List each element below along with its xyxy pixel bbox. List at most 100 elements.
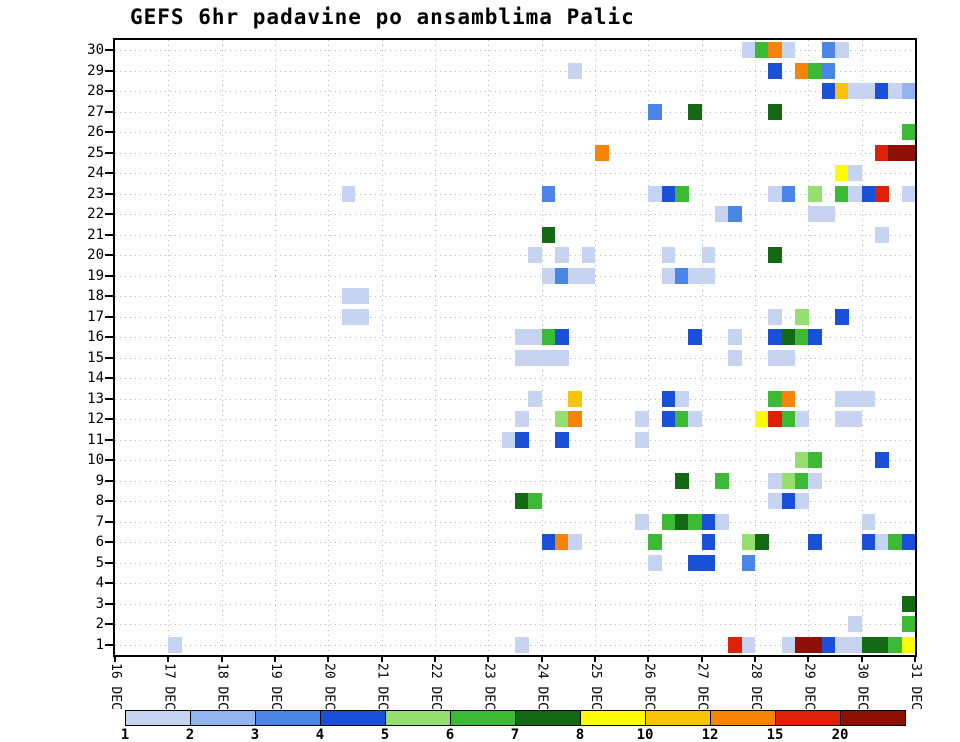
x-tick-label: 17 DEC xyxy=(161,663,177,710)
y-tick-mark xyxy=(105,643,114,646)
heatmap-cell xyxy=(635,513,649,530)
heatmap-cell xyxy=(688,103,703,120)
heatmap-cell xyxy=(848,165,863,182)
heatmap-cell xyxy=(875,185,889,202)
x-tick-mark xyxy=(220,655,223,662)
heatmap-cell xyxy=(688,411,703,428)
y-tick-mark xyxy=(105,336,114,339)
y-tick-label: 12 xyxy=(87,411,104,428)
heatmap-cell xyxy=(835,165,849,182)
heatmap-cell xyxy=(901,595,916,612)
y-tick-mark xyxy=(105,356,114,359)
heatmap-cell xyxy=(901,185,916,202)
y-tick-label: 4 xyxy=(95,575,104,592)
x-tick-label: 26 DEC xyxy=(641,663,657,710)
heatmap-cell xyxy=(901,636,916,653)
heatmap-cell xyxy=(728,349,743,366)
y-gridline xyxy=(115,562,915,564)
heatmap-cell xyxy=(661,247,676,264)
heatmap-cell xyxy=(768,411,783,428)
heatmap-cell xyxy=(688,554,703,571)
heatmap-cell xyxy=(515,636,529,653)
heatmap-cell xyxy=(541,349,556,366)
heatmap-cell xyxy=(875,534,889,551)
colorbar-label: 12 xyxy=(701,727,719,742)
x-gridline xyxy=(381,40,383,655)
y-tick-label: 22 xyxy=(87,206,104,223)
y-tick-label: 8 xyxy=(95,493,104,510)
heatmap-cell xyxy=(568,534,583,551)
y-gridline xyxy=(115,152,915,154)
x-tick-label: 21 DEC xyxy=(374,663,390,710)
chart-title: GEFS 6hr padavine po ansamblima Palic xyxy=(130,5,635,29)
heatmap-cell xyxy=(768,472,783,489)
colorbar-segment xyxy=(255,710,321,726)
x-tick-mark xyxy=(700,655,703,662)
y-gridline xyxy=(115,50,915,52)
heatmap-cell xyxy=(715,206,729,223)
y-tick-label: 6 xyxy=(95,534,104,551)
x-gridline xyxy=(861,40,863,655)
y-gridline xyxy=(115,111,915,113)
heatmap-cell xyxy=(528,329,543,346)
heatmap-cell xyxy=(768,62,783,79)
x-tick-mark xyxy=(114,655,116,662)
y-tick-mark xyxy=(105,520,114,523)
heatmap-cell xyxy=(795,411,809,428)
colorbar-segment xyxy=(840,710,906,726)
y-gridline xyxy=(115,132,915,134)
y-tick-mark xyxy=(105,151,114,154)
heatmap-cell xyxy=(901,616,916,633)
x-gridline xyxy=(435,40,436,655)
heatmap-cell xyxy=(501,431,516,448)
heatmap-cell xyxy=(808,452,823,469)
y-tick-label: 17 xyxy=(87,308,104,325)
y-gridline xyxy=(115,316,915,318)
heatmap-cell xyxy=(808,62,823,79)
heatmap-cell xyxy=(595,144,609,161)
heatmap-cell xyxy=(848,185,863,202)
y-gridline xyxy=(115,583,915,585)
x-tick-mark xyxy=(274,655,276,662)
heatmap-cell xyxy=(781,390,796,407)
heatmap-cell xyxy=(901,144,916,161)
x-tick-label: 18 DEC xyxy=(214,663,230,710)
colorbar-segment xyxy=(320,710,386,726)
heatmap-cell xyxy=(728,206,743,223)
y-gridline xyxy=(115,480,915,482)
y-tick-label: 13 xyxy=(87,390,104,407)
heatmap-cell xyxy=(888,636,903,653)
y-tick-label: 28 xyxy=(87,83,104,100)
x-tick-label: 23 DEC xyxy=(481,663,497,710)
heatmap-cell xyxy=(541,267,556,284)
heatmap-cell xyxy=(701,534,716,551)
y-tick-mark xyxy=(105,561,114,564)
heatmap-cell xyxy=(555,329,569,346)
heatmap-cell xyxy=(675,390,689,407)
heatmap-cell xyxy=(541,534,556,551)
x-gridline xyxy=(808,40,810,655)
heatmap-cell xyxy=(808,185,823,202)
heatmap-cell xyxy=(741,534,756,551)
colorbar-label: 2 xyxy=(185,727,195,742)
x-gridline xyxy=(221,40,223,655)
heatmap-cell xyxy=(568,411,583,428)
x-tick-mark xyxy=(487,655,490,662)
y-tick-label: 11 xyxy=(87,431,104,448)
y-tick-mark xyxy=(105,131,114,134)
y-tick-label: 1 xyxy=(95,636,104,653)
y-gridline xyxy=(115,624,915,626)
y-tick-mark xyxy=(105,397,114,400)
x-tick-mark xyxy=(380,655,383,662)
heatmap-cell xyxy=(341,185,356,202)
x-tick-label: 24 DEC xyxy=(534,663,550,710)
y-gridline xyxy=(115,91,915,93)
y-gridline xyxy=(115,603,915,605)
heatmap-cell xyxy=(835,42,849,59)
heatmap-cell xyxy=(555,431,569,448)
y-tick-label: 29 xyxy=(87,62,104,79)
heatmap-cell xyxy=(688,329,703,346)
heatmap-cell xyxy=(781,411,796,428)
heatmap-cell xyxy=(901,124,916,141)
y-tick-mark xyxy=(105,233,114,236)
